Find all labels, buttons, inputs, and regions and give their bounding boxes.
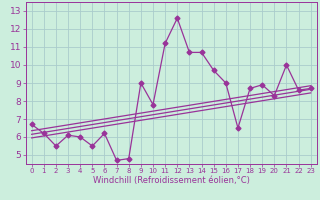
X-axis label: Windchill (Refroidissement éolien,°C): Windchill (Refroidissement éolien,°C) [93, 176, 250, 185]
